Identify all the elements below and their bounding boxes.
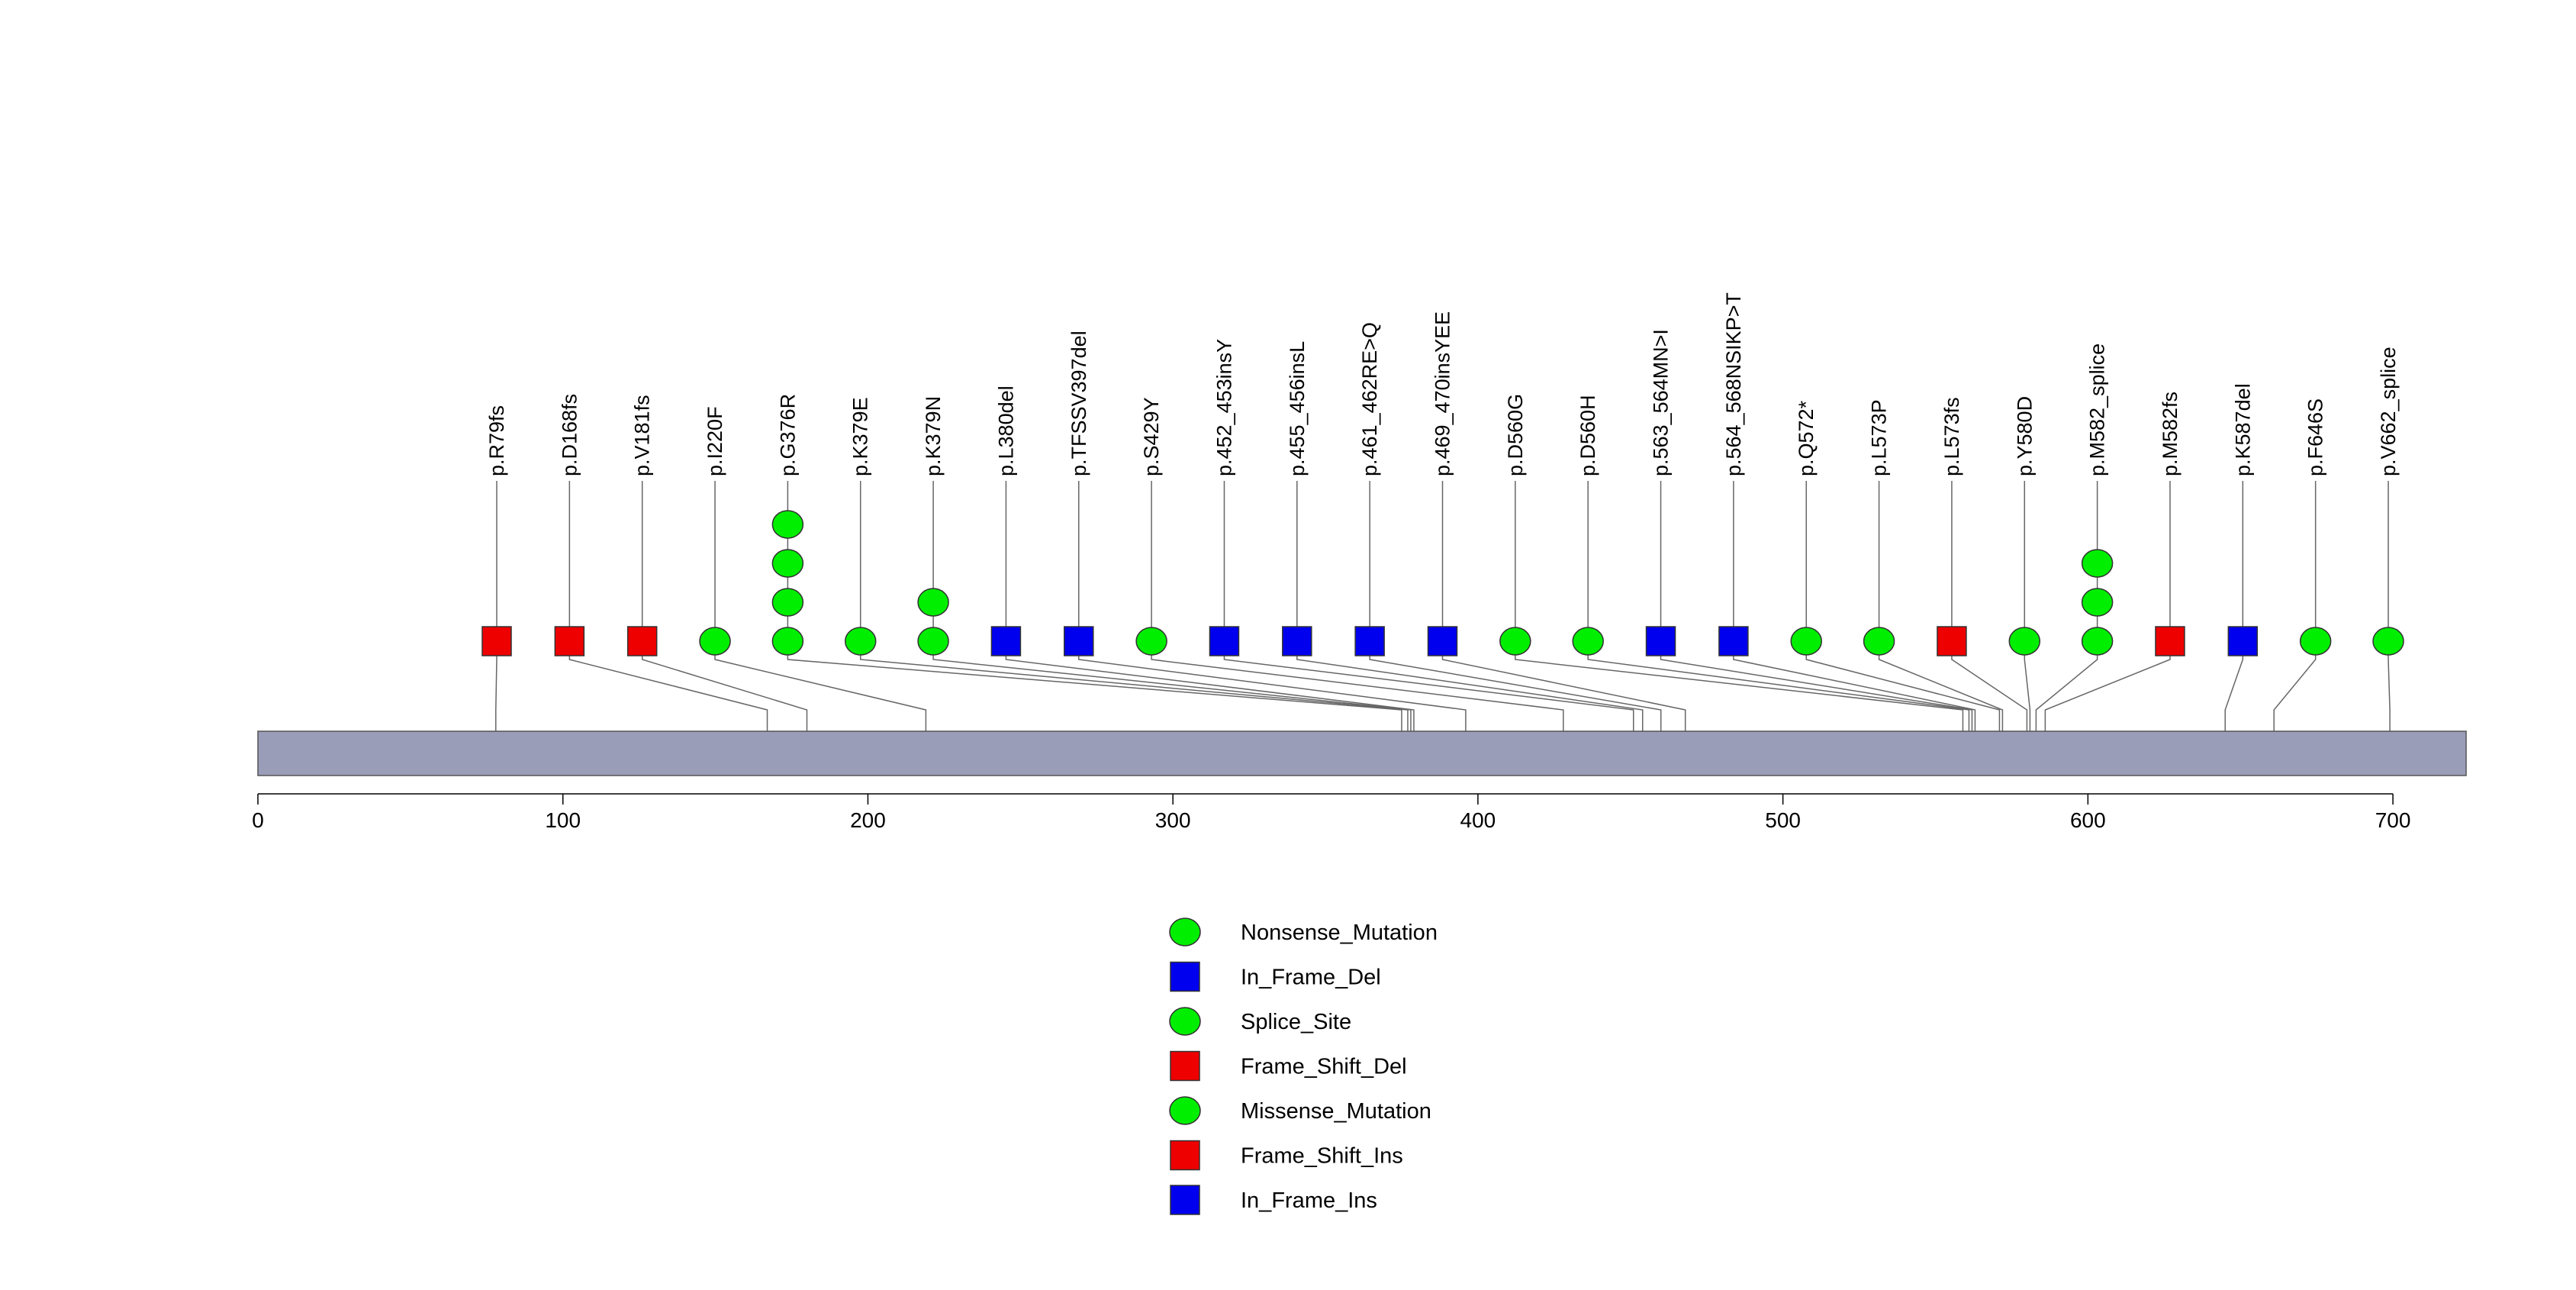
protein-track	[257, 730, 2467, 776]
mutation-label: p.469_470insYEE	[1431, 311, 1454, 476]
mutation-marker	[1209, 626, 1240, 656]
mutation-marker	[990, 626, 1022, 656]
mutation-label: p.M582_splice	[2086, 343, 2109, 476]
mutation-marker	[626, 626, 658, 656]
legend-label: Missense_Mutation	[1241, 1099, 1431, 1124]
mutation-label: p.R79fs	[485, 405, 508, 476]
mutation-marker	[771, 510, 804, 539]
mutation-label: p.455_456insL	[1286, 341, 1309, 476]
mutation-label: p.F646S	[2304, 398, 2327, 476]
x-tick-label: 300	[1155, 808, 1191, 832]
mutation-label: p.L573fs	[1940, 397, 1963, 476]
mutation-label: p.D560H	[1576, 395, 1599, 476]
mutation-marker	[1572, 627, 1604, 656]
mutation-markers	[481, 510, 2404, 656]
mutation-label: p.D560G	[1504, 394, 1527, 476]
mutation-marker	[1135, 627, 1167, 656]
legend-marker	[1170, 961, 1200, 992]
legend: Nonsense_Mutation In_Frame_Del Splice_Site…	[1169, 918, 1438, 1215]
mutation-marker	[2299, 627, 2332, 656]
mutation-label: p.564_568NSIKP>T	[1722, 292, 1745, 476]
x-tick-label: 100	[545, 808, 581, 832]
legend-label: Frame_Shift_Ins	[1241, 1144, 1403, 1169]
legend-label: Splice_Site	[1241, 1010, 1351, 1034]
mutation-label: p.S429Y	[1140, 397, 1163, 476]
mutation-marker	[2081, 627, 2114, 656]
mutation-marker	[771, 627, 804, 656]
mutation-marker	[2081, 549, 2114, 578]
mutation-marker	[2372, 627, 2404, 656]
mutation-marker	[1499, 627, 1531, 656]
mutation-labels: p.R79fs p.D168fs p.V181fs p.I220F p.G376R p.K…	[485, 292, 2400, 476]
x-axis: 0 100 200 300 400 500 600 700	[252, 793, 2411, 832]
mutation-marker	[1645, 626, 1676, 656]
x-tick-label: 400	[1460, 808, 1496, 832]
mutation-label: p.K379N	[922, 396, 945, 476]
mutation-marker	[2227, 626, 2259, 656]
mutation-marker	[2008, 627, 2041, 656]
legend-marker	[1170, 1185, 1200, 1215]
mutation-marker	[1790, 627, 1822, 656]
legend-marker	[1170, 1140, 1200, 1171]
mutation-marker	[554, 626, 585, 656]
legend-label: In_Frame_Ins	[1241, 1188, 1377, 1213]
legend-label: In_Frame_Del	[1241, 966, 1381, 990]
x-tick-label: 500	[1765, 808, 1801, 832]
legend-marker	[1169, 918, 1201, 947]
mutation-marker	[1427, 626, 1458, 656]
mutation-label: p.K379E	[849, 397, 872, 476]
mutation-marker	[1354, 626, 1385, 656]
mutation-label: p.G376R	[776, 394, 799, 476]
mutation-marker	[1863, 627, 1895, 656]
mutation-marker	[481, 626, 512, 656]
mutation-label: p.563_564MN>I	[1650, 329, 1673, 476]
mutation-label: p.L573P	[1868, 399, 1891, 476]
mutation-marker	[1937, 626, 1967, 656]
mutation-label: p.V181fs	[631, 395, 654, 476]
mutation-marker	[917, 588, 949, 617]
mutation-marker	[917, 627, 949, 656]
mutation-marker	[771, 588, 804, 617]
mutation-marker	[2155, 626, 2185, 656]
legend-marker	[1169, 1007, 1201, 1036]
mutation-marker	[771, 549, 804, 578]
mutation-label: p.461_462RE>Q	[1358, 322, 1381, 476]
mutation-label: p.Q572*	[1795, 400, 1818, 476]
legend-marker	[1170, 1050, 1200, 1082]
legend-marker	[1169, 1096, 1201, 1125]
mutation-label: p.L380del	[994, 385, 1017, 476]
x-tick-label: 700	[2375, 808, 2411, 832]
x-tick-label: 200	[850, 808, 886, 832]
mutation-label: p.D168fs	[558, 394, 581, 476]
mutation-label: p.TFSSV397del	[1067, 331, 1090, 476]
mutation-label: p.M582fs	[2159, 392, 2182, 476]
mutation-label: p.Y580D	[2013, 396, 2036, 476]
x-tick-label: 0	[252, 808, 264, 832]
mutation-label: p.452_453insY	[1212, 339, 1235, 476]
mutation-label: p.V662_splice	[2377, 347, 2400, 476]
mutation-marker	[1064, 626, 1094, 656]
x-tick-label: 600	[2070, 808, 2106, 832]
mutation-label: p.I220F	[704, 406, 726, 476]
mutation-marker	[699, 627, 731, 656]
mutation-marker	[2081, 588, 2114, 617]
mutation-marker	[1718, 626, 1749, 656]
mutation-marker	[844, 627, 877, 656]
legend-label: Nonsense_Mutation	[1241, 921, 1438, 945]
legend-label: Frame_Shift_Del	[1241, 1055, 1407, 1079]
mutation-label: p.K587del	[2231, 383, 2254, 476]
mutation-marker	[1282, 626, 1312, 656]
